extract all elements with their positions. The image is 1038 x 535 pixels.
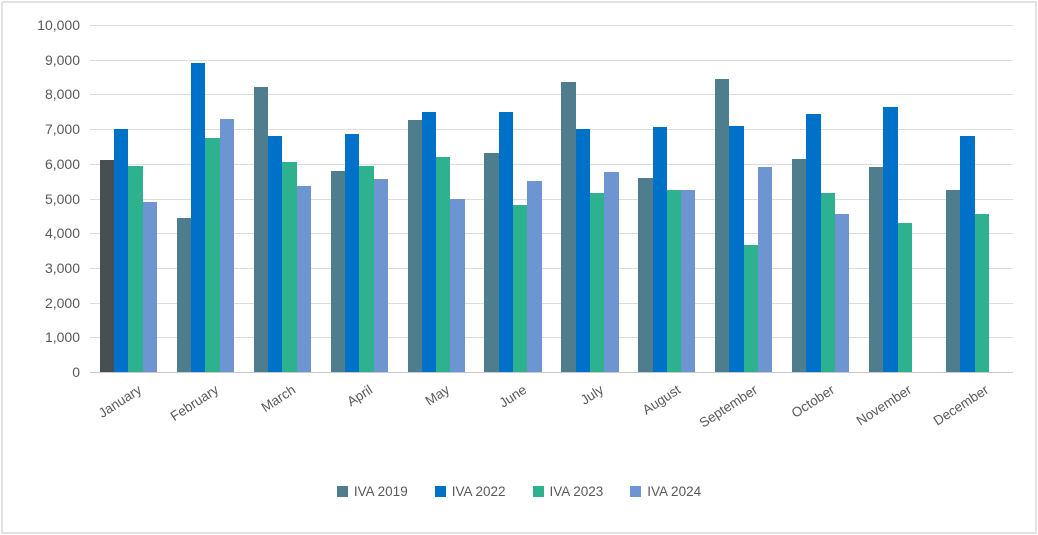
bar-iva-2022-july — [575, 129, 590, 372]
y-tick-label: 0 — [72, 364, 80, 380]
bar-iva-2022-may — [421, 111, 437, 372]
bar-iva-2024-july — [604, 172, 619, 372]
bar-iva-2022-september — [729, 125, 744, 372]
bar-iva-2024-march — [296, 186, 311, 372]
bar-iva-2019-december — [945, 189, 961, 372]
bar-iva-2022-november — [883, 106, 898, 372]
bar-iva-2019-march — [253, 87, 268, 372]
bar-iva-2022-april — [344, 134, 360, 372]
legend-label: IVA 2019 — [353, 484, 408, 499]
bar-iva-2019-february — [176, 217, 192, 372]
legend-item: IVA 2019 — [336, 484, 408, 499]
bar-iva-2024-january — [142, 201, 158, 372]
bar-iva-2019-april — [330, 170, 345, 372]
bar-iva-2019-november — [869, 167, 884, 372]
gridline — [90, 337, 1013, 339]
y-tick-label: 3,000 — [44, 259, 80, 276]
bar-iva-2022-february — [191, 63, 206, 372]
bar-iva-2024-april — [373, 179, 388, 372]
bar-iva-2023-october — [820, 193, 835, 372]
gridline — [90, 25, 1013, 26]
bar-iva-2022-march — [267, 136, 283, 372]
y-tick-label: 8,000 — [44, 86, 80, 103]
legend-label: IVA 2023 — [549, 484, 604, 499]
bar-iva-2023-april — [359, 165, 374, 372]
bar-iva-2023-march — [282, 162, 297, 372]
y-tick-label: 2,000 — [44, 294, 80, 311]
gridline — [90, 94, 1013, 96]
bar-iva-2023-august — [666, 189, 682, 372]
legend-swatch-icon — [532, 486, 544, 497]
bar-iva-2023-july — [589, 193, 605, 372]
bar-iva-2022-august — [652, 127, 667, 372]
bar-iva-2022-october — [806, 113, 821, 372]
legend-item: IVA 2024 — [630, 484, 701, 499]
bar-iva-2024-september — [758, 167, 773, 372]
gridline — [90, 198, 1013, 200]
bar-iva-2023-february — [205, 137, 220, 372]
legend-item: IVA 2023 — [532, 484, 604, 499]
plot-area — [90, 25, 1013, 373]
bar-iva-2023-september — [743, 245, 759, 372]
legend-swatch-icon — [434, 486, 446, 497]
bar-iva-2023-november — [897, 222, 912, 372]
bar-iva-2019-july — [561, 82, 576, 372]
bar-iva-2024-october — [835, 214, 850, 372]
bar-iva-2023-june — [513, 205, 528, 372]
bar-iva-2023-january — [128, 165, 143, 372]
bar-iva-2022-january — [114, 129, 129, 372]
bar-iva-2024-august — [681, 189, 696, 372]
gridline — [90, 267, 1013, 269]
bar-iva-2024-may — [450, 198, 465, 372]
legend-item: IVA 2022 — [434, 484, 506, 499]
bar-iva-2019-august — [638, 177, 653, 372]
legend-label: IVA 2024 — [647, 484, 702, 499]
bar-iva-2019-may — [407, 120, 422, 372]
legend-label: IVA 2022 — [451, 484, 506, 499]
bar-iva-2019-september — [715, 78, 730, 372]
y-tick-label: 1,000 — [44, 329, 80, 346]
bar-iva-2024-february — [219, 118, 234, 372]
gridline — [90, 163, 1013, 165]
legend-swatch-icon — [630, 486, 642, 497]
y-tick-label: 5,000 — [44, 190, 80, 207]
y-tick-label: 10,000 — [37, 17, 80, 33]
gridline — [90, 59, 1013, 61]
bar-iva-2023-may — [436, 156, 451, 372]
gridline — [90, 233, 1013, 235]
y-tick-label: 6,000 — [44, 155, 80, 172]
y-tick-label: 7,000 — [44, 121, 80, 138]
legend: IVA 2019 IVA 2022 IVA 2023 IVA 2024 — [0, 484, 1038, 499]
legend-swatch-icon — [336, 486, 348, 497]
bar-iva-2023-december — [974, 214, 989, 372]
y-tick-label: 4,000 — [44, 225, 80, 242]
gridline — [90, 129, 1013, 131]
bar-iva-2019-june — [484, 153, 499, 372]
bar-iva-2022-june — [498, 111, 514, 372]
x-axis-line — [90, 372, 1013, 373]
y-tick-label: 9,000 — [44, 51, 80, 68]
bar-iva-2024-june — [527, 181, 542, 372]
bar-iva-2022-december — [960, 136, 975, 372]
bar-iva-2019-october — [792, 158, 807, 372]
bar-iva-2019-january — [99, 160, 115, 372]
gridline — [90, 302, 1013, 304]
